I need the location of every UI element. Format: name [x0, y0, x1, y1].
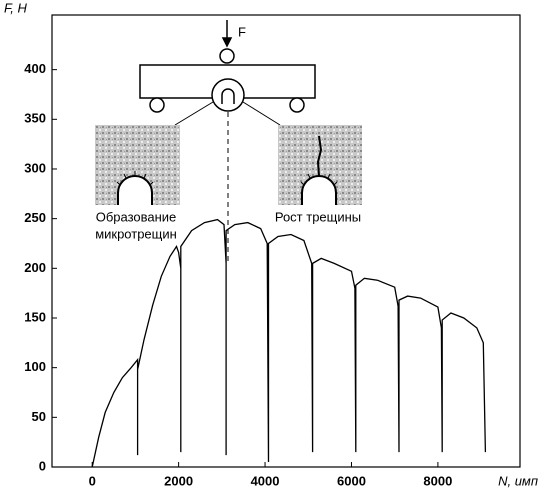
y-tick-label: 0: [39, 458, 46, 473]
x-tick-label: 0: [89, 473, 96, 488]
force-label: F: [238, 24, 246, 39]
data-line: [91, 218, 487, 468]
annotation-left: микротрещин: [95, 226, 177, 241]
annotation-left: Образование: [96, 209, 177, 224]
y-axis-label: F, Н: [4, 0, 27, 15]
annotation-right: Рост трещины: [275, 209, 361, 224]
y-tick-label: 200: [24, 260, 46, 275]
x-tick-label: 6000: [337, 473, 366, 488]
y-tick-label: 50: [32, 409, 46, 424]
y-tick-label: 300: [24, 160, 46, 175]
y-tick-label: 400: [24, 61, 46, 76]
y-tick-label: 100: [24, 359, 46, 374]
y-tick-label: 350: [24, 111, 46, 126]
y-tick-label: 150: [24, 309, 46, 324]
y-tick-label: 250: [24, 210, 46, 225]
x-tick-label: 2000: [164, 473, 193, 488]
inset-diagram: [95, 20, 362, 262]
plot-frame: [51, 14, 521, 468]
x-tick-label: 8000: [423, 473, 452, 488]
x-tick-label: 4000: [251, 473, 280, 488]
x-axis-label: N, имп: [498, 473, 538, 488]
